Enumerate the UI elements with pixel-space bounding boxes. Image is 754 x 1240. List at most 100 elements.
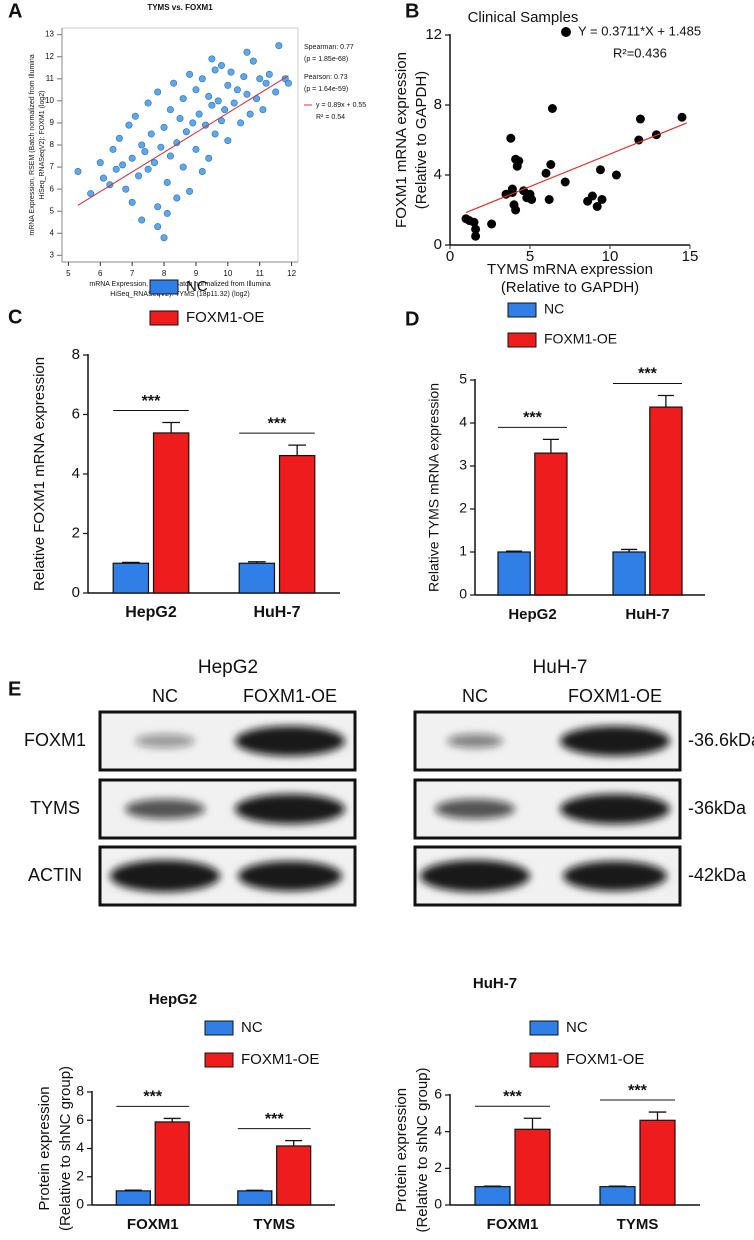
point <box>246 110 254 118</box>
y-axis-label: Relative TYMS mRNA expression <box>426 383 442 592</box>
point <box>96 159 104 167</box>
y-tick-label: 6 <box>50 184 55 193</box>
bar <box>276 1145 312 1206</box>
blot-band <box>110 860 220 892</box>
y-tick-label: 7 <box>50 162 55 171</box>
point <box>211 130 219 138</box>
fit-line <box>77 75 289 206</box>
fit-r2: R²=0.436 <box>613 45 667 60</box>
panel-label: D <box>405 308 419 330</box>
significance-label: *** <box>638 366 657 383</box>
legend-label: NC <box>566 1019 588 1036</box>
y-axis-label: (Relative to shNC group) <box>414 1067 431 1232</box>
x-axis-label: TYMS mRNA expression <box>487 261 653 278</box>
x-tick-label: 8 <box>162 269 167 278</box>
point <box>157 143 165 151</box>
x-tick-label: 5 <box>526 248 534 265</box>
bar <box>238 562 276 594</box>
point <box>154 223 162 231</box>
y-tick-label: 8 <box>76 1083 84 1099</box>
size-label: -36.6kDa <box>688 730 754 750</box>
y-tick-label: 10 <box>45 96 54 105</box>
legend-label: NC <box>186 278 208 295</box>
significance-label: *** <box>142 393 161 410</box>
point <box>221 106 229 114</box>
legend-label: FOXM1-OE <box>186 309 264 326</box>
y-tick-label: 12 <box>45 52 54 61</box>
bar <box>237 1190 273 1206</box>
x-tick-label: TYMS <box>617 1216 659 1233</box>
panel-label: B <box>405 0 419 22</box>
legend-point <box>561 27 571 37</box>
point <box>233 86 241 94</box>
point <box>259 106 267 114</box>
point <box>144 165 152 173</box>
y-tick-label: 3 <box>50 250 55 259</box>
significance-label: *** <box>265 1111 284 1128</box>
blot-band <box>560 794 670 824</box>
point <box>205 154 213 162</box>
point <box>469 217 479 227</box>
point <box>611 170 621 180</box>
point <box>224 81 232 89</box>
y-tick-label: 8 <box>50 140 55 149</box>
y-tick-label: 8 <box>434 96 442 113</box>
point <box>125 121 133 129</box>
x-tick-label: HepG2 <box>508 606 556 623</box>
point <box>141 148 149 156</box>
x-tick-label: HuH-7 <box>625 606 669 623</box>
y-tick-label: 6 <box>76 1111 84 1127</box>
x-tick-label: 0 <box>446 248 454 265</box>
annotation: (p = 1.64e-59) <box>304 86 348 93</box>
point <box>176 115 184 123</box>
x-axis-label: (Relative to GAPDH) <box>501 279 639 296</box>
y-axis-label: mRNA Expression, RSEM (Batch normalized … <box>29 54 36 235</box>
fit-r2: R² = 0.54 <box>316 114 345 121</box>
point <box>173 194 181 202</box>
annotation: Pearson: 0.73 <box>304 74 348 81</box>
point <box>192 86 200 94</box>
point <box>138 141 146 149</box>
x-tick-label: 11 <box>256 269 265 278</box>
x-tick-label: FOXM1 <box>127 1216 179 1233</box>
point <box>487 219 497 229</box>
point <box>587 191 597 201</box>
blot-band <box>125 799 205 819</box>
point <box>163 209 171 217</box>
point <box>147 130 155 138</box>
x-tick-label: 7 <box>130 269 135 278</box>
legend-label: FOXM1-OE <box>544 331 617 347</box>
point <box>256 75 264 83</box>
fit-equation: y = 0.89x + 0.55 <box>316 102 366 109</box>
blot-band <box>447 734 503 748</box>
point <box>74 167 82 175</box>
point <box>217 117 225 125</box>
blot-band <box>235 726 345 756</box>
panel-label: C <box>8 306 22 328</box>
x-tick-label: 5 <box>66 269 71 278</box>
point <box>265 70 273 78</box>
point <box>249 57 257 65</box>
blot-band <box>563 861 667 891</box>
point <box>514 156 524 166</box>
point <box>214 97 222 105</box>
point <box>527 195 537 204</box>
lane-label: NC <box>152 686 178 706</box>
chart-title: Clinical Samples <box>468 9 579 26</box>
point <box>115 134 123 142</box>
panel-label: A <box>8 0 22 22</box>
legend-label: NC <box>241 1019 263 1036</box>
point <box>240 73 248 81</box>
bar <box>112 562 150 594</box>
bar <box>152 432 190 594</box>
point <box>160 123 168 131</box>
y-tick-label: 4 <box>72 465 80 482</box>
y-tick-label: 6 <box>434 1086 442 1102</box>
point <box>677 112 687 122</box>
y-tick-label: 0 <box>459 586 467 602</box>
x-tick-label: 15 <box>682 248 699 265</box>
legend-swatch <box>204 1020 234 1036</box>
point <box>128 198 136 206</box>
point <box>635 114 645 124</box>
bar <box>639 1119 676 1206</box>
